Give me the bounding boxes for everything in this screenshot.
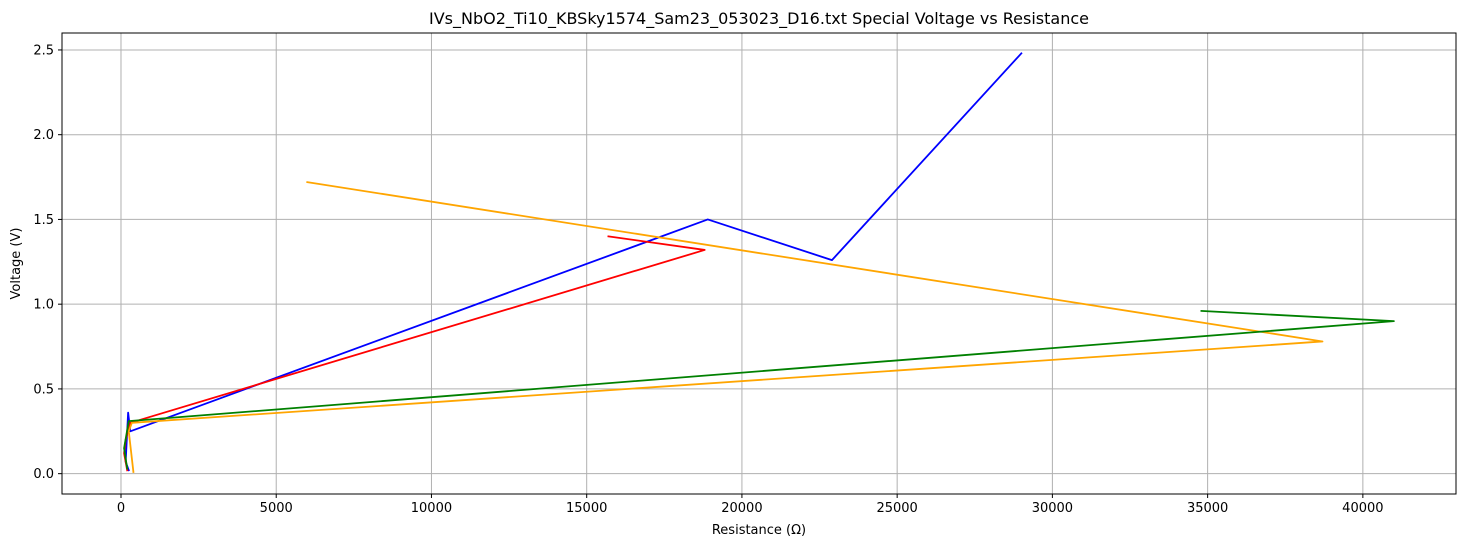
x-tick-label: 40000 [1342, 501, 1383, 516]
grid [62, 33, 1456, 494]
y-axis-title: Voltage (V) [9, 228, 24, 300]
y-tick-label: 1.0 [33, 298, 54, 313]
y-tick-label: 2.5 [33, 43, 54, 58]
series-layer [123, 52, 1395, 473]
x-tick-label: 25000 [876, 501, 917, 516]
y-tick-label: 0.5 [33, 382, 54, 397]
x-tick-label: 15000 [566, 501, 607, 516]
x-axis-ticks: 0 5000 10000 15000 20000 25000 30000 35000 40000 [117, 494, 1384, 516]
y-axis-ticks: 0.0 0.5 1.0 1.5 2.0 2.5 [33, 43, 62, 482]
series-line-1 [124, 52, 1023, 472]
x-axis-title: Resistance (Ω) [712, 523, 806, 538]
plot-frame [61, 32, 1457, 495]
x-tick-label: 35000 [1187, 501, 1228, 516]
y-tick-label: 1.5 [33, 213, 54, 228]
y-tick-label: 0.0 [33, 467, 54, 482]
series-line-4 [123, 310, 1395, 470]
x-tick-label: 10000 [411, 501, 452, 516]
y-tick-label: 2.0 [33, 128, 54, 143]
x-tick-label: 30000 [1032, 501, 1073, 516]
x-tick-label: 20000 [721, 501, 762, 516]
x-tick-label: 0 [117, 501, 125, 516]
chart-title: IVs_NbO2_Ti10_KBSky1574_Sam23_053023_D16… [429, 9, 1089, 29]
x-tick-label: 5000 [260, 501, 293, 516]
series-line-3 [127, 181, 1324, 473]
series-line-2 [123, 235, 706, 472]
